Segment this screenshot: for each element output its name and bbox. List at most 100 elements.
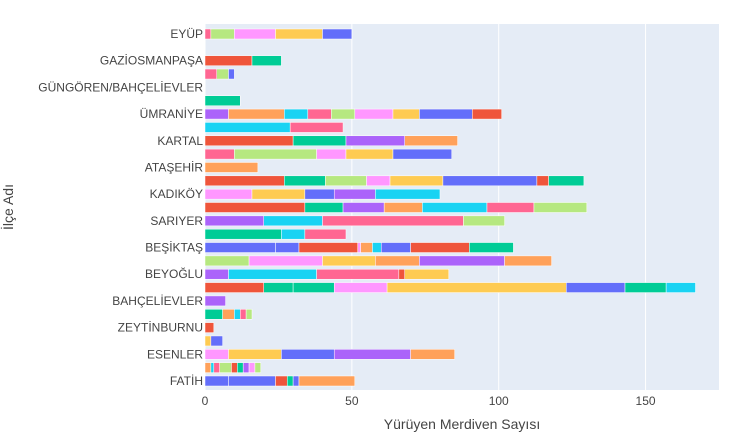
bar-segment[interactable]	[204, 349, 229, 360]
bar-segment[interactable]	[213, 362, 220, 373]
bar-segment[interactable]	[210, 362, 215, 373]
bar-segment[interactable]	[204, 309, 223, 320]
bar-segment[interactable]	[204, 122, 291, 133]
bar-segment[interactable]	[392, 108, 420, 120]
bar-segment[interactable]	[333, 188, 376, 200]
bar-segment[interactable]	[204, 68, 217, 80]
bar-segment[interactable]	[210, 28, 235, 40]
bar-segment[interactable]	[472, 108, 502, 120]
bar-segment[interactable]	[219, 362, 232, 373]
bar-segment[interactable]	[204, 202, 306, 213]
bar-segment[interactable]	[281, 228, 306, 240]
bar-segment[interactable]	[204, 255, 250, 267]
bar-segment[interactable]	[372, 242, 382, 253]
bar-segment[interactable]	[284, 108, 309, 120]
bar-segment[interactable]	[204, 335, 212, 347]
bar-segment[interactable]	[204, 108, 229, 120]
bar-segment[interactable]	[231, 362, 238, 373]
bar-segment[interactable]	[228, 108, 285, 120]
bar-segment[interactable]	[210, 335, 223, 347]
bar-segment[interactable]	[366, 175, 391, 187]
bar-segment[interactable]	[304, 188, 335, 200]
bar-segment[interactable]	[204, 322, 215, 333]
bar-segment[interactable]	[410, 349, 455, 360]
bar-segment[interactable]	[333, 282, 388, 293]
bar-segment[interactable]	[292, 282, 335, 293]
bar-segment[interactable]	[316, 148, 347, 160]
bar-segment[interactable]	[234, 148, 317, 160]
bar-segment[interactable]	[204, 268, 229, 280]
bar-segment[interactable]	[204, 362, 212, 373]
bar-segment[interactable]	[486, 202, 535, 213]
bar-segment[interactable]	[263, 282, 294, 293]
bar-segment[interactable]	[234, 28, 276, 40]
bar-segment[interactable]	[404, 268, 450, 280]
bar-segment[interactable]	[325, 175, 367, 187]
bar-segment[interactable]	[204, 242, 276, 253]
bar-segment[interactable]	[216, 68, 229, 80]
bar-segment[interactable]	[404, 135, 458, 147]
bar-segment[interactable]	[204, 295, 226, 307]
bar-segment[interactable]	[254, 362, 262, 373]
bar-segment[interactable]	[354, 108, 394, 120]
bar-segment[interactable]	[222, 309, 235, 320]
bar-segment[interactable]	[331, 108, 356, 120]
bar-segment[interactable]	[398, 268, 405, 280]
bar-segment[interactable]	[275, 375, 288, 387]
bar-segment[interactable]	[251, 188, 306, 200]
bar-segment[interactable]	[228, 349, 282, 360]
bar-segment[interactable]	[228, 68, 235, 80]
bar-segment[interactable]	[322, 255, 376, 267]
bar-segment[interactable]	[392, 148, 452, 160]
bar-segment[interactable]	[304, 228, 347, 240]
bar-segment[interactable]	[375, 188, 441, 200]
bar-segment[interactable]	[292, 135, 347, 147]
bar-segment[interactable]	[204, 188, 253, 200]
bar-segment[interactable]	[360, 242, 373, 253]
bar-segment[interactable]	[292, 375, 300, 387]
bar-segment[interactable]	[298, 375, 356, 387]
bar-segment[interactable]	[251, 55, 282, 66]
bar-segment[interactable]	[463, 215, 505, 227]
bar-segment[interactable]	[316, 268, 400, 280]
bar-segment[interactable]	[298, 242, 358, 253]
bar-segment[interactable]	[322, 28, 353, 40]
bar-segment[interactable]	[504, 255, 552, 267]
bar-segment[interactable]	[536, 175, 549, 187]
bar-segment[interactable]	[345, 135, 405, 147]
bar-segment[interactable]	[275, 28, 323, 40]
bar-segment[interactable]	[289, 122, 344, 133]
bar-segment[interactable]	[204, 228, 282, 240]
bar-segment[interactable]	[533, 202, 588, 213]
bar-segment[interactable]	[204, 28, 212, 40]
bar-segment[interactable]	[275, 242, 300, 253]
bar-segment[interactable]	[204, 215, 264, 227]
bar-segment[interactable]	[419, 255, 505, 267]
bar-segment[interactable]	[422, 202, 488, 213]
bar-segment[interactable]	[284, 175, 326, 187]
bar-segment[interactable]	[333, 349, 411, 360]
bar-segment[interactable]	[228, 268, 317, 280]
bar-segment[interactable]	[386, 282, 567, 293]
bar-segment[interactable]	[204, 282, 264, 293]
bar-segment[interactable]	[357, 242, 361, 253]
bar-segment[interactable]	[204, 148, 235, 160]
bar-segment[interactable]	[245, 309, 253, 320]
bar-segment[interactable]	[239, 309, 247, 320]
bar-segment[interactable]	[237, 362, 244, 373]
bar-segment[interactable]	[242, 362, 250, 373]
bar-segment[interactable]	[345, 148, 394, 160]
bar-segment[interactable]	[322, 215, 464, 227]
bar-segment[interactable]	[263, 215, 323, 227]
bar-segment[interactable]	[281, 349, 335, 360]
bar-segment[interactable]	[548, 175, 585, 187]
bar-segment[interactable]	[665, 282, 696, 293]
bar-segment[interactable]	[228, 375, 276, 387]
bar-segment[interactable]	[383, 202, 423, 213]
bar-segment[interactable]	[342, 202, 385, 213]
bar-segment[interactable]	[248, 362, 256, 373]
bar-segment[interactable]	[307, 108, 332, 120]
bar-segment[interactable]	[410, 242, 470, 253]
bar-segment[interactable]	[419, 108, 473, 120]
bar-segment[interactable]	[375, 255, 420, 267]
